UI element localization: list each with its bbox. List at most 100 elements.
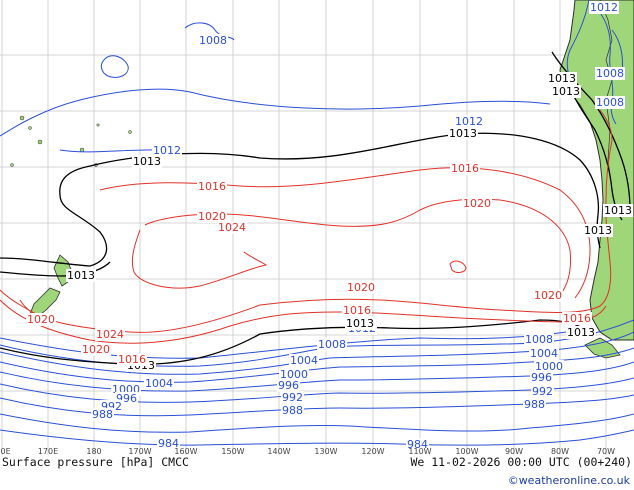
label-halo xyxy=(281,391,304,404)
isobar-label: 984 xyxy=(158,437,179,450)
longitude-label: 150W xyxy=(221,447,245,456)
label-halo xyxy=(345,317,375,330)
map-caption-title: Surface pressure [hPa] CMCC xyxy=(2,455,189,469)
isobar-label: 1016 xyxy=(118,353,146,366)
label-halo xyxy=(197,180,227,193)
isobar-label: 1020 xyxy=(347,281,375,294)
isobar-label: 1012 xyxy=(153,144,181,157)
label-halo xyxy=(448,127,478,140)
isobar-label: 1004 xyxy=(145,377,173,390)
isobar-label: 1008 xyxy=(318,338,346,351)
label-halo xyxy=(566,326,596,339)
label-halo xyxy=(523,398,546,411)
label-halo xyxy=(26,313,56,326)
isobar-label: 1012 xyxy=(455,115,483,128)
isobars-high xyxy=(0,109,613,344)
isobar-label: 1024 xyxy=(218,221,246,234)
isobar-label: 1013 xyxy=(548,72,576,85)
label-halo xyxy=(529,347,559,360)
isobar-label: 1016 xyxy=(198,180,226,193)
label-halo xyxy=(277,379,300,392)
isobar-label: 1000 xyxy=(280,368,308,381)
isobar-label: 1013 xyxy=(67,269,95,282)
isobar-label: 1008 xyxy=(596,96,624,109)
label-halo xyxy=(95,328,125,341)
isobar-label: 988 xyxy=(524,398,545,411)
isobar-label: 1013 xyxy=(449,127,477,140)
longitude-label: 60E xyxy=(0,447,11,456)
label-halo xyxy=(595,67,625,80)
isobar-label: 1013 xyxy=(552,85,580,98)
isobar-label: 992 xyxy=(532,385,553,398)
label-halo xyxy=(217,221,247,234)
longitude-label: 90W xyxy=(504,447,524,456)
source-credit-link[interactable]: ©weatheronline.co.uk xyxy=(507,474,630,487)
label-halo xyxy=(533,289,563,302)
isobar-label: 1020 xyxy=(82,343,110,356)
isobar-label: 1020 xyxy=(198,210,226,223)
longitude-label: 80W xyxy=(550,447,570,456)
isobar-label: 1013 xyxy=(133,155,161,168)
label-halo xyxy=(531,385,554,398)
label-halo xyxy=(198,34,228,47)
isobar-label: 1016 xyxy=(451,162,479,175)
map-caption-datetime: We 11-02-2026 00:00 UTC (00+240) xyxy=(410,455,632,469)
isobar-label: 1000 xyxy=(535,360,563,373)
label-halo xyxy=(603,204,633,217)
label-halo xyxy=(132,155,162,168)
isobar-label: 1020 xyxy=(534,289,562,302)
isobar-label: 1020 xyxy=(463,197,491,210)
isobar-label: 988 xyxy=(92,408,113,421)
label-halo xyxy=(454,115,484,128)
land-new-zealand xyxy=(29,254,73,319)
label-halo xyxy=(197,210,227,223)
isobar-label: 1008 xyxy=(199,34,227,47)
label-halo xyxy=(547,72,577,85)
isobar-label: 1013 xyxy=(346,317,374,330)
isobar-label: 1012 xyxy=(590,1,618,14)
label-halo xyxy=(462,197,492,210)
label-halo xyxy=(562,312,592,325)
longitude-label: 180 xyxy=(86,447,102,456)
label-halo xyxy=(81,343,111,356)
isobar-label: 1016 xyxy=(343,304,371,317)
label-halo xyxy=(406,438,429,451)
label-halo xyxy=(583,224,613,237)
isobar-label: 984 xyxy=(407,438,428,451)
label-halo xyxy=(281,404,304,417)
label-halo xyxy=(117,353,147,366)
label-halo xyxy=(450,162,480,175)
label-halo xyxy=(530,371,553,384)
isobar-label: 1013 xyxy=(604,204,632,217)
label-halo xyxy=(551,85,581,98)
label-halo xyxy=(346,281,376,294)
isobar-label: 1013 xyxy=(567,326,595,339)
isobar-labels: 1012 1008 1008 1008 1012 1012 1008 1008 … xyxy=(26,1,633,451)
longitude-label: 110W xyxy=(408,447,432,456)
isobar-label: 1020 xyxy=(27,313,55,326)
isobar-label: 996 xyxy=(278,379,299,392)
isobar-label: 1008 xyxy=(596,67,624,80)
label-halo xyxy=(91,408,114,421)
land-south-america xyxy=(559,0,634,359)
label-halo xyxy=(317,338,347,351)
longitude-label: 140W xyxy=(267,447,291,456)
label-halo xyxy=(152,144,182,157)
label-halo xyxy=(342,304,372,317)
label-halo xyxy=(589,1,619,14)
isobar-label: 988 xyxy=(282,404,303,417)
pacific-islands xyxy=(10,115,132,167)
longitude-label: 170E xyxy=(37,447,59,456)
isobar-label: 1004 xyxy=(530,347,558,360)
isobar-label: 992 xyxy=(282,391,303,404)
label-halo xyxy=(595,96,625,109)
label-halo xyxy=(157,437,180,450)
longitude-label: 70W xyxy=(596,447,616,456)
label-halo xyxy=(144,377,174,390)
label-halo xyxy=(289,354,319,367)
footer-bar xyxy=(0,455,634,490)
isobars-1013 xyxy=(0,51,631,365)
longitude-label: 160W xyxy=(174,447,198,456)
